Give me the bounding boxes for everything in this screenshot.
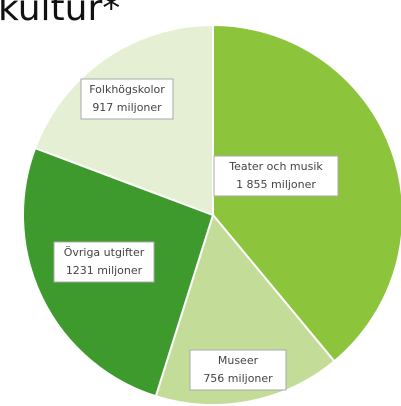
- value-label: 756 miljoner: [203, 372, 273, 385]
- label-box: [189, 349, 287, 391]
- slice-label: Övriga utgifter: [64, 246, 145, 259]
- value-label: 1231 miljoner: [66, 264, 143, 277]
- label-box: [53, 241, 155, 283]
- pie-slice: [33, 23, 214, 217]
- chart-title: kultur*: [0, 0, 120, 29]
- slice-label: Folkhögskolor: [89, 83, 165, 96]
- slice-label: Teater och musik: [228, 160, 323, 173]
- value-label: 917 miljoner: [92, 101, 162, 114]
- slice-label: Museer: [218, 354, 259, 367]
- label-box: [213, 155, 339, 197]
- value-label: 1 855 miljoner: [236, 178, 316, 191]
- label-box: [80, 78, 174, 120]
